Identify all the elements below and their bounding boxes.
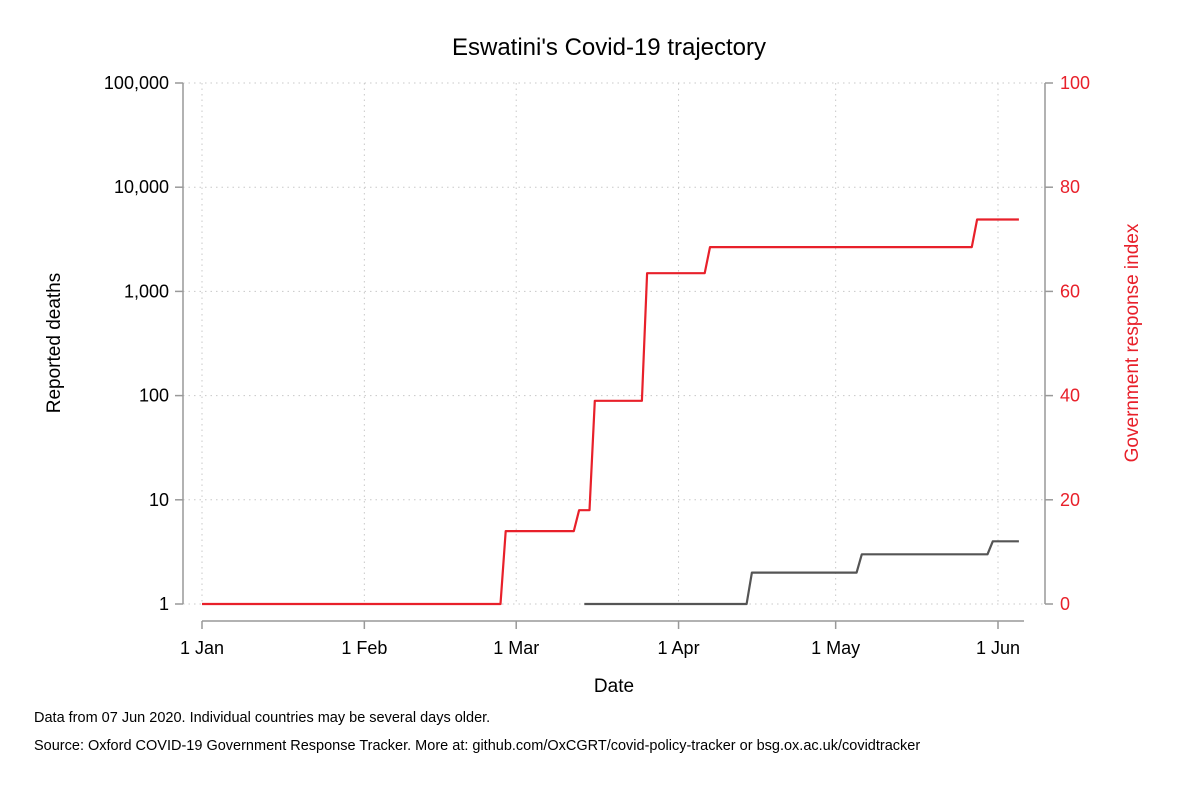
y-axis-left-label: Reported deaths: [44, 273, 65, 414]
x-tick-label: 1 Feb: [341, 638, 387, 658]
x-tick-label: 1 May: [811, 638, 860, 658]
y-right-tick-label: 0: [1060, 594, 1070, 614]
y-right-tick-label: 80: [1060, 177, 1080, 197]
data-date-note: Data from 07 Jun 2020. Individual countr…: [34, 710, 491, 726]
y-right-tick-label: 20: [1060, 490, 1080, 510]
y-axis-right-label: Government response index: [1122, 223, 1143, 462]
y-left-tick-label: 100: [139, 386, 169, 406]
y-left-tick-label: 10: [149, 490, 169, 510]
x-tick-label: 1 Apr: [658, 638, 700, 658]
x-axis-label: Date: [594, 676, 634, 697]
x-tick-label: 1 Jun: [976, 638, 1020, 658]
source-note: Source: Oxford COVID-19 Government Respo…: [34, 738, 921, 754]
chart: Eswatini's Covid-19 trajectory 1 10 100 1,0…: [44, 34, 1143, 697]
y-left-tick-label: 1: [159, 594, 169, 614]
y-left-tick-label: 1,000: [124, 281, 169, 301]
series-line-deaths: [584, 540, 1019, 606]
y-right-tick-label: 60: [1060, 281, 1080, 301]
y-right-tick-label: 100: [1060, 73, 1090, 93]
chart-title: Eswatini's Covid-19 trajectory: [452, 34, 766, 61]
grid: [183, 82, 1045, 605]
series-line-response-index: [202, 218, 1019, 606]
y-left-tick-label: 100,000: [104, 73, 169, 93]
axes: 1 10 100 1,000 10,000 100,000 0 20 40 60 80 100 1 Ja…: [104, 73, 1090, 658]
y-left-tick-label: 10,000: [114, 177, 169, 197]
x-tick-label: 1 Jan: [180, 638, 224, 658]
x-tick-label: 1 Mar: [493, 638, 539, 658]
series: [202, 218, 1019, 606]
y-right-tick-label: 40: [1060, 386, 1080, 406]
